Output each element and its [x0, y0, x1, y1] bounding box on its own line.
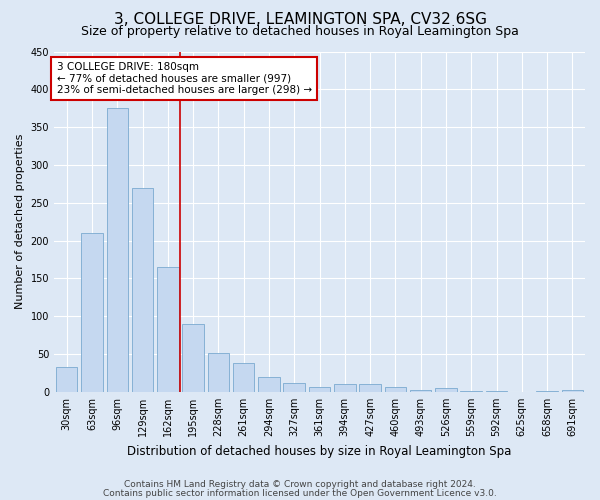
Bar: [283, 383, 305, 392]
Text: Contains HM Land Registry data © Crown copyright and database right 2024.: Contains HM Land Registry data © Crown c…: [124, 480, 476, 489]
Bar: [56, 367, 77, 392]
Bar: [359, 384, 381, 392]
Bar: [157, 267, 179, 392]
Bar: [233, 363, 254, 392]
Bar: [258, 377, 280, 392]
Bar: [562, 390, 583, 392]
Bar: [486, 391, 507, 392]
Y-axis label: Number of detached properties: Number of detached properties: [15, 134, 25, 310]
Bar: [435, 388, 457, 392]
Text: 3 COLLEGE DRIVE: 180sqm
← 77% of detached houses are smaller (997)
23% of semi-d: 3 COLLEGE DRIVE: 180sqm ← 77% of detache…: [56, 62, 312, 95]
Bar: [536, 391, 558, 392]
Bar: [334, 384, 356, 392]
Bar: [132, 188, 153, 392]
Text: 3, COLLEGE DRIVE, LEAMINGTON SPA, CV32 6SG: 3, COLLEGE DRIVE, LEAMINGTON SPA, CV32 6…: [113, 12, 487, 28]
X-axis label: Distribution of detached houses by size in Royal Leamington Spa: Distribution of detached houses by size …: [127, 444, 512, 458]
Bar: [410, 390, 431, 392]
Text: Contains public sector information licensed under the Open Government Licence v3: Contains public sector information licen…: [103, 488, 497, 498]
Bar: [81, 233, 103, 392]
Bar: [107, 108, 128, 392]
Bar: [460, 391, 482, 392]
Bar: [182, 324, 204, 392]
Text: Size of property relative to detached houses in Royal Leamington Spa: Size of property relative to detached ho…: [81, 25, 519, 38]
Bar: [385, 386, 406, 392]
Bar: [208, 352, 229, 392]
Bar: [309, 386, 330, 392]
